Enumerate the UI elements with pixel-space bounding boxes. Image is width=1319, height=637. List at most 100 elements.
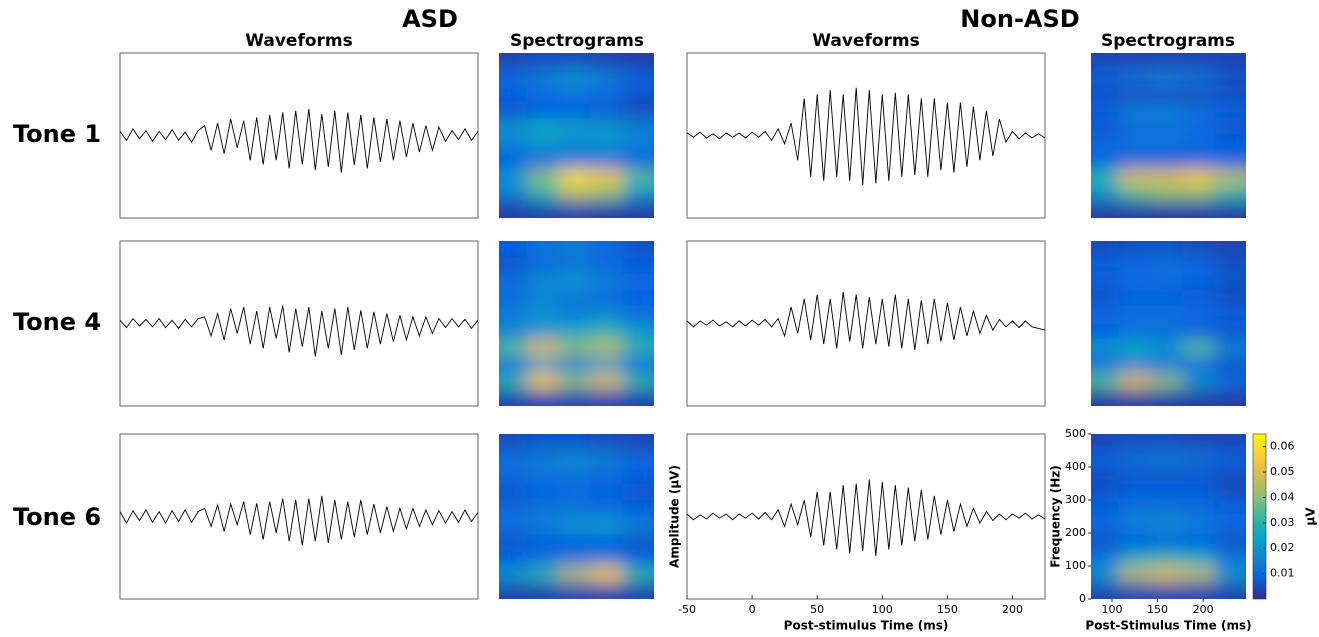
heat-cell: [1118, 434, 1151, 451]
heat-cell: [558, 69, 591, 86]
heat-cell: [499, 373, 527, 390]
heat-cell: [558, 307, 591, 324]
heat-cell: [1214, 389, 1246, 406]
heat-cell: [1118, 307, 1151, 324]
heat-cell: [499, 307, 527, 324]
heat-cell: [1150, 533, 1183, 550]
heat-cell: [558, 389, 591, 406]
heat-cell: [558, 582, 591, 599]
heat-cell: [622, 389, 654, 406]
heat-cell: [1118, 483, 1151, 500]
spectrogram-cells: [1091, 53, 1246, 218]
heat-cell: [558, 356, 591, 373]
heat-cell: [590, 53, 623, 70]
heat-cell: [1150, 201, 1183, 218]
heat-cell: [590, 434, 623, 451]
heat-cell: [526, 119, 559, 136]
heat-cell: [590, 86, 623, 103]
heat-cell: [499, 86, 527, 103]
waveform: [686, 292, 1046, 350]
heat-cell: [1182, 274, 1215, 291]
heat-cell: [1118, 152, 1151, 169]
heat-cell: [1182, 119, 1215, 136]
plot-frame: [686, 240, 1046, 407]
heat-cell: [622, 516, 654, 533]
heat-cell: [1182, 290, 1215, 307]
heat-cell: [1182, 483, 1215, 500]
heat-cell: [1150, 323, 1183, 340]
heat-cell: [499, 582, 527, 599]
heat-cell: [590, 135, 623, 152]
heat-cell: [1118, 500, 1151, 517]
heat-cell: [1091, 356, 1119, 373]
heat-cell: [622, 185, 654, 202]
heat-cell: [1118, 582, 1151, 599]
heat-cell: [1214, 533, 1246, 550]
heat-cell: [558, 53, 591, 70]
group-title: Non-ASD: [960, 5, 1079, 33]
heat-cell: [1118, 257, 1151, 274]
heat-cell: [499, 152, 527, 169]
heat-cell: [622, 307, 654, 324]
heat-cell: [1214, 340, 1246, 357]
heat-cell: [1118, 467, 1151, 484]
heat-cell: [1214, 373, 1246, 390]
heat-cell: [1091, 201, 1119, 218]
x-tick-label: 100: [1101, 603, 1122, 616]
waveform: [686, 479, 1046, 557]
heat-cell: [590, 185, 623, 202]
heat-cell: [590, 290, 623, 307]
heat-cell: [526, 53, 559, 70]
heat-cell: [1214, 102, 1246, 119]
heat-cell: [1091, 340, 1119, 357]
heat-cell: [1214, 290, 1246, 307]
heat-cell: [1091, 516, 1119, 533]
heat-cell: [590, 69, 623, 86]
heat-cell: [526, 500, 559, 517]
heat-cell: [499, 323, 527, 340]
heat-cell: [1214, 500, 1246, 517]
heat-cell: [590, 307, 623, 324]
heat-cell: [499, 257, 527, 274]
heat-cell: [1118, 566, 1151, 583]
row-label: Tone 4: [13, 308, 101, 336]
heat-cell: [1214, 582, 1246, 599]
heat-cell: [1150, 467, 1183, 484]
heat-cell: [558, 185, 591, 202]
heat-cell: [1214, 467, 1246, 484]
heat-cell: [622, 86, 654, 103]
plot-frame: [119, 240, 479, 407]
x-tick-label: 150: [1147, 603, 1168, 616]
spectrogram: [499, 53, 654, 218]
heat-cell: [1091, 483, 1119, 500]
waveform: [686, 87, 1046, 186]
heat-cell: [558, 257, 591, 274]
heat-cell: [1118, 340, 1151, 357]
heat-cell: [1091, 241, 1119, 258]
heat-cell: [622, 549, 654, 566]
spectrogram-cells: [499, 241, 654, 406]
heat-cell: [1182, 373, 1215, 390]
heat-cell: [1118, 102, 1151, 119]
heat-cell: [1150, 69, 1183, 86]
colorbar-tick-label: 0.01: [1270, 567, 1295, 580]
heat-cell: [622, 373, 654, 390]
heat-cell: [1214, 274, 1246, 291]
heat-cell: [622, 340, 654, 357]
heat-cell: [1118, 241, 1151, 258]
heat-cell: [1091, 323, 1119, 340]
heat-cell: [499, 241, 527, 258]
heat-cell: [622, 467, 654, 484]
heat-cell: [558, 516, 591, 533]
heat-cell: [1150, 516, 1183, 533]
heat-cell: [1091, 566, 1119, 583]
heat-cell: [558, 290, 591, 307]
colorbar-tick-label: 0.03: [1270, 516, 1295, 529]
heat-cell: [622, 500, 654, 517]
heat-cell: [590, 500, 623, 517]
heat-cell: [622, 483, 654, 500]
heat-cell: [1091, 549, 1119, 566]
heat-cell: [1150, 549, 1183, 566]
heat-cell: [499, 500, 527, 517]
heat-cell: [499, 389, 527, 406]
